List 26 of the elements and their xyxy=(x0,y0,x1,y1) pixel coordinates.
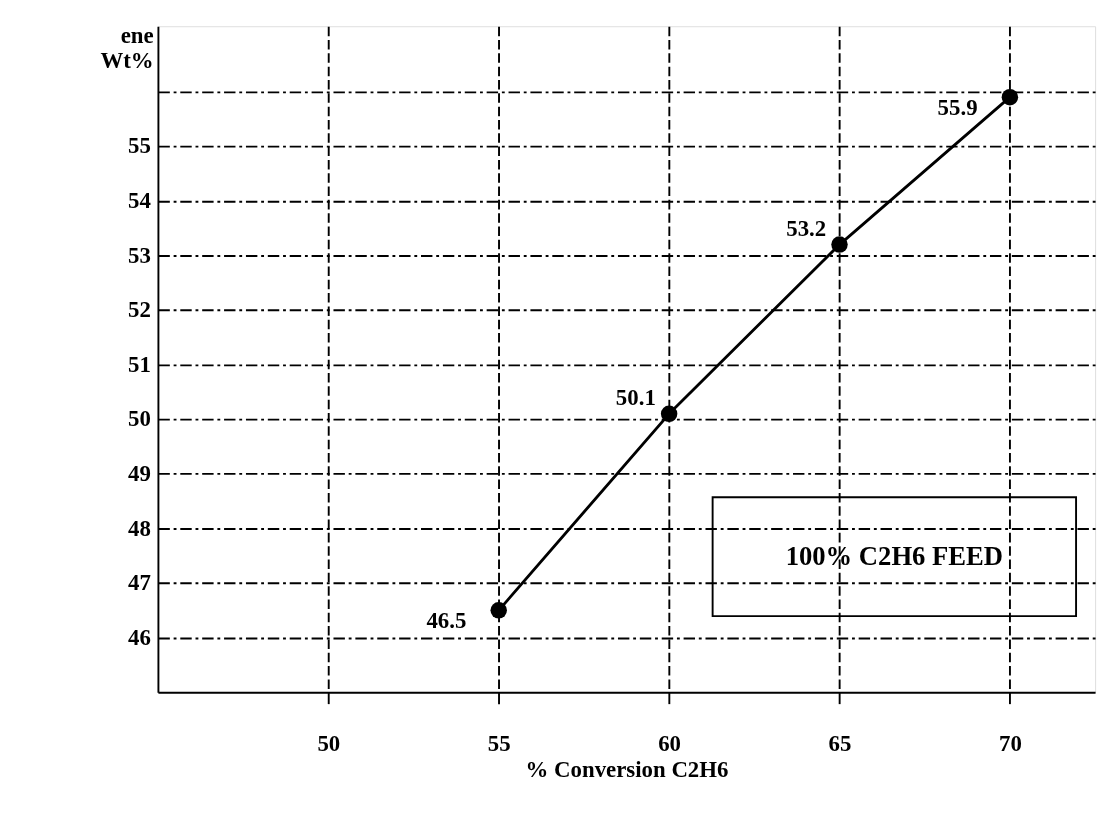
y-axis-title: ene Wt% xyxy=(100,22,154,73)
y-tick-label: 54 xyxy=(127,188,151,214)
y-tick-label: 55 xyxy=(127,133,151,159)
y-tick-label: 47 xyxy=(127,570,151,596)
x-tick-label: 70 xyxy=(998,730,1022,756)
y-tick-label: 53 xyxy=(127,242,151,268)
x-tick-label: 60 xyxy=(658,730,682,756)
y-tick-label: 52 xyxy=(127,297,151,323)
data-label: 53.2 xyxy=(786,216,827,242)
y-tick-label: 46 xyxy=(127,624,151,650)
point xyxy=(831,236,848,253)
y-tick-label: 51 xyxy=(127,351,151,377)
point xyxy=(1001,88,1019,106)
x-tick-label: 55 xyxy=(487,730,511,756)
data-label: 55.9 xyxy=(937,95,978,121)
x-tick-label: 50 xyxy=(317,730,341,756)
data-label: 46.5 xyxy=(426,608,467,634)
point xyxy=(490,602,507,619)
y-tick-label: 48 xyxy=(127,515,151,541)
x-axis-title: % Conversion C2H6 xyxy=(525,757,729,783)
y-tick-label: 49 xyxy=(127,461,151,487)
point xyxy=(660,405,678,423)
data-label: 50.1 xyxy=(615,385,656,411)
x-tick-label: 65 xyxy=(828,730,852,756)
annotation: 100% C2H6 FEED xyxy=(785,540,1004,571)
y-tick-label: 50 xyxy=(127,406,151,432)
